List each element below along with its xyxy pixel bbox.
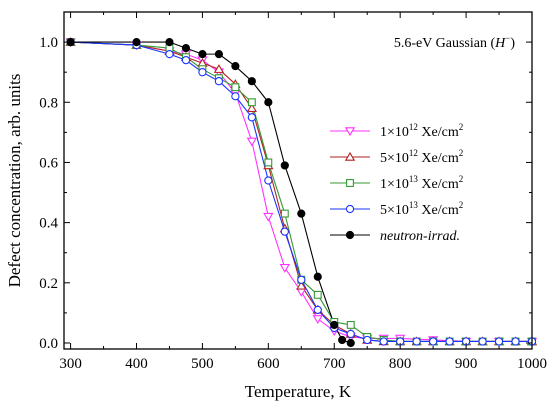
data-point — [247, 113, 257, 122]
x-tick-label: 700 — [323, 356, 346, 372]
y-tick-label: 0.2 — [39, 276, 58, 292]
data-point — [198, 50, 207, 59]
chart-annotation: 5.6-eV Gaussian (H−) — [394, 33, 515, 51]
data-point — [363, 335, 372, 345]
x-tick-label: 800 — [389, 356, 412, 372]
y-tick-label: 0.4 — [39, 216, 58, 232]
plot-frame — [63, 11, 533, 350]
data-point — [214, 50, 224, 59]
annotation-text: 5.6-eV Gaussian (H−) — [394, 33, 515, 51]
legend-marker — [345, 204, 355, 214]
legend: 1×1012 Xe/cm2 5×1012 Xe/cm2 1×1013 Xe/cm2 5… — [330, 122, 463, 244]
data-point — [165, 37, 174, 47]
legend-marker — [346, 179, 354, 187]
data-point — [280, 161, 289, 170]
data-point — [511, 337, 520, 346]
legend-marker — [344, 127, 356, 137]
legend-marker — [345, 230, 355, 240]
legend-marker — [344, 151, 356, 161]
data-point — [264, 158, 273, 167]
data-point — [246, 137, 258, 147]
x-tick-label: 400 — [125, 356, 148, 372]
legend-label: 5×1013 Xe/cm2 — [380, 200, 463, 218]
data-point — [231, 92, 240, 101]
x-tick-label: 1000 — [517, 356, 547, 372]
data-point — [478, 337, 487, 346]
data-point — [247, 77, 256, 86]
data-point — [264, 176, 273, 185]
x-tick-label: 900 — [455, 356, 478, 372]
data-point — [263, 212, 274, 222]
x-tick-label: 300 — [59, 356, 82, 372]
data-point — [330, 320, 339, 330]
y-tick-label: 0.6 — [39, 155, 58, 171]
y-tick-label: 0.0 — [39, 336, 58, 352]
data-point — [346, 329, 355, 339]
data-point — [296, 280, 307, 290]
axis-ticks: 300 400 500 600 700 800 900 1000 0.0 0.2 0.4 0.6 0.8… — [39, 11, 547, 372]
x-tick-label: 500 — [191, 356, 214, 372]
data-point — [280, 227, 289, 236]
data-point — [313, 290, 322, 299]
series-curves — [70, 41, 532, 344]
data-point — [428, 337, 438, 346]
data-point — [346, 338, 355, 348]
legend-label: 1×1013 Xe/cm2 — [380, 174, 463, 192]
data-point — [213, 64, 225, 73]
data-point — [297, 275, 306, 284]
series-markers — [65, 36, 538, 348]
y-tick-label: 1.0 — [39, 35, 58, 51]
legend-label: 1×1012 Xe/cm2 — [380, 122, 463, 140]
data-point — [412, 337, 421, 346]
data-point — [231, 62, 240, 71]
data-point — [312, 315, 323, 325]
data-point — [313, 305, 322, 315]
x-axis-title: Temperature, K — [245, 382, 352, 401]
data-point — [346, 320, 355, 329]
data-point — [494, 337, 504, 346]
data-point — [181, 55, 191, 65]
data-point — [247, 98, 256, 107]
data-point — [296, 288, 307, 297]
legend-label: 5×1012 Xe/cm2 — [380, 148, 463, 166]
data-point — [231, 83, 240, 92]
data-point — [297, 209, 306, 218]
data-point — [379, 337, 388, 346]
legend-label: neutron-irrad. — [380, 229, 460, 244]
data-point — [313, 272, 322, 281]
data-point — [165, 49, 174, 59]
data-point — [246, 103, 258, 113]
data-point — [181, 44, 191, 53]
series-line-4 — [70, 41, 351, 344]
data-point — [214, 77, 224, 86]
data-point — [279, 264, 290, 273]
data-point — [280, 209, 289, 218]
data-point — [338, 335, 347, 345]
y-axis-title: Defect concentration, arb. units — [5, 74, 24, 288]
data-point — [264, 98, 273, 107]
x-tick-label: 600 — [257, 356, 280, 372]
y-tick-label: 0.8 — [39, 95, 58, 111]
data-point — [198, 68, 207, 77]
data-point — [132, 37, 141, 47]
data-point — [445, 337, 454, 346]
